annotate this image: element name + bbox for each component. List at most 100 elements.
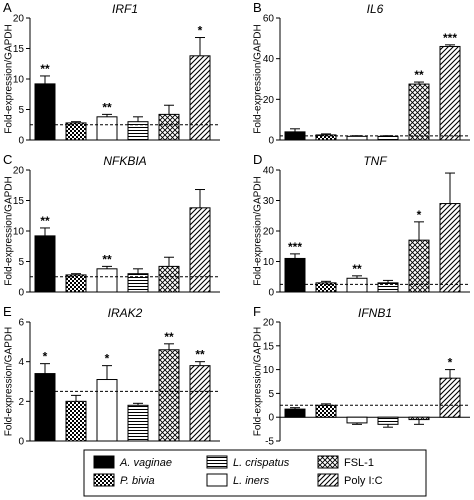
- y-tick-label: 20: [263, 95, 275, 106]
- y-axis-label: Fold-expression/GAPDH: [252, 24, 263, 133]
- bar: [158, 349, 180, 442]
- y-tick-label: 20: [13, 14, 25, 25]
- y-tick-label: 20: [13, 166, 25, 177]
- panel-letter: C: [3, 152, 12, 167]
- y-tick-label: 0: [268, 288, 274, 299]
- y-tick-label: -5: [265, 437, 274, 448]
- y-tick-label: 10: [13, 75, 25, 86]
- y-tick-label: 2: [18, 397, 24, 408]
- bar: [34, 373, 56, 442]
- bar: [189, 365, 211, 442]
- bar: [284, 257, 306, 293]
- panel-letter: D: [253, 152, 262, 167]
- bar: [346, 277, 368, 293]
- y-axis-label: Fold-expression/GAPDH: [3, 327, 14, 436]
- significance-mark: *: [105, 352, 110, 366]
- y-axis-label: Fold-expression/GAPDH: [252, 327, 263, 436]
- significance-mark: *: [198, 24, 203, 38]
- legend-swatch: [206, 455, 228, 469]
- legend-swatch: [206, 473, 228, 487]
- bar: [315, 404, 337, 418]
- legend-label: L. crispatus: [233, 457, 290, 469]
- legend: A. vaginae L. crispatus FSL-1 P. bivia L. in…: [83, 449, 427, 497]
- legend-swatch: [93, 455, 115, 469]
- bar: [65, 400, 87, 442]
- panel-title: TNF: [363, 154, 387, 168]
- bar: [439, 203, 461, 293]
- bar: [34, 235, 56, 293]
- bar: [65, 274, 87, 293]
- y-tick-label: 0: [18, 288, 24, 299]
- y-tick-label: 5: [18, 257, 24, 268]
- significance-mark: **: [164, 330, 174, 344]
- bar: [408, 83, 430, 141]
- significance-mark: **: [414, 68, 424, 82]
- significance-mark: **: [40, 214, 50, 228]
- significance-mark: *: [417, 208, 422, 222]
- significance-mark: **: [102, 100, 112, 114]
- y-tick-label: 60: [263, 14, 275, 25]
- bar: [189, 207, 211, 293]
- panel-title: IFNB1: [358, 306, 392, 320]
- y-tick-label: 0: [268, 136, 274, 147]
- panel-letter: A: [3, 0, 12, 15]
- legend-label: Poly I:C: [344, 475, 383, 487]
- bar: [34, 83, 56, 141]
- y-tick-label: 15: [263, 341, 275, 352]
- y-tick-label: 5: [268, 389, 274, 400]
- y-tick-label: 0: [18, 437, 24, 448]
- bar: [439, 45, 461, 141]
- legend-items: A. vaginae L. crispatus FSL-1 P. bivia L. in…: [93, 455, 383, 487]
- y-tick-label: 10: [263, 365, 275, 376]
- y-axis-label: Fold-expression/GAPDH: [3, 24, 14, 133]
- legend-swatch: [317, 455, 339, 469]
- y-tick-label: 5: [18, 105, 24, 116]
- legend-swatch: [93, 473, 115, 487]
- bar: [346, 135, 368, 141]
- y-tick-label: 10: [13, 227, 25, 238]
- significance-mark: *: [448, 356, 453, 370]
- y-tick-label: 20: [263, 318, 275, 329]
- y-tick-label: 0: [268, 413, 274, 424]
- panel-letter: F: [253, 304, 261, 319]
- bar: [96, 268, 118, 293]
- bar: [65, 122, 87, 141]
- significance-mark: **: [352, 262, 362, 276]
- y-tick-label: 40: [263, 166, 275, 177]
- bar: [158, 265, 180, 293]
- bar: [346, 416, 368, 424]
- y-tick-label: 15: [13, 44, 25, 55]
- bar: [189, 55, 211, 141]
- legend-box: [83, 449, 427, 497]
- bar: [377, 135, 399, 141]
- panel-letter: E: [3, 304, 12, 319]
- y-tick-label: 20: [263, 227, 275, 238]
- y-tick-label: 15: [13, 196, 25, 207]
- bar: [127, 404, 149, 442]
- bar: [408, 416, 430, 421]
- significance-mark: *: [43, 350, 48, 364]
- y-tick-label: 6: [18, 318, 24, 329]
- panel-title: IRAK2: [108, 306, 143, 320]
- y-tick-label: 30: [263, 196, 275, 207]
- panel-title: NFKBIA: [103, 154, 146, 168]
- significance-mark: ***: [443, 31, 457, 45]
- bar: [158, 113, 180, 141]
- panel-title: IL6: [367, 2, 384, 16]
- legend-label: L. iners: [233, 475, 270, 487]
- bar: [284, 408, 306, 418]
- bar: [96, 116, 118, 141]
- panel-letter: B: [253, 0, 262, 15]
- bar: [377, 416, 399, 425]
- y-tick-label: 4: [18, 357, 24, 368]
- legend-label: P. bivia: [120, 475, 155, 487]
- legend-label: FSL-1: [344, 457, 374, 469]
- panel-title: IRF1: [112, 2, 138, 16]
